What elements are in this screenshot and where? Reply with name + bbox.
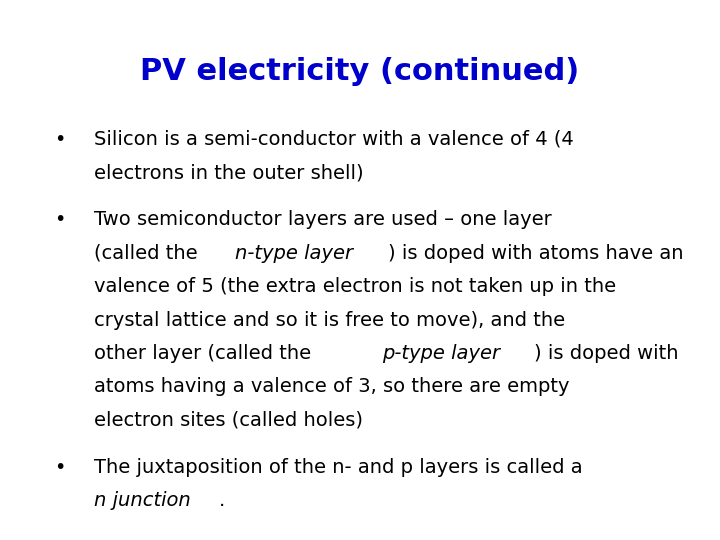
Text: Two semiconductor layers are used – one layer: Two semiconductor layers are used – one … xyxy=(94,210,552,229)
Text: Silicon is a semi-conductor with a valence of 4 (4: Silicon is a semi-conductor with a valen… xyxy=(94,130,573,148)
Text: •: • xyxy=(54,210,66,229)
Text: electron sites (called holes): electron sites (called holes) xyxy=(94,411,363,430)
Text: other layer (called the: other layer (called the xyxy=(94,344,317,363)
Text: ) is doped with atoms have an: ) is doped with atoms have an xyxy=(387,244,683,262)
Text: (called the: (called the xyxy=(94,244,204,262)
Text: n junction: n junction xyxy=(94,491,190,510)
Text: crystal lattice and so it is free to move), and the: crystal lattice and so it is free to mov… xyxy=(94,310,564,329)
Text: •: • xyxy=(54,130,66,148)
Text: electrons in the outer shell): electrons in the outer shell) xyxy=(94,163,363,182)
Text: •: • xyxy=(54,458,66,477)
Text: PV electricity (continued): PV electricity (continued) xyxy=(140,57,580,86)
Text: p-type layer: p-type layer xyxy=(382,344,500,363)
Text: The juxtaposition of the n- and p layers is called a: The juxtaposition of the n- and p layers… xyxy=(94,458,588,477)
Text: n-type layer: n-type layer xyxy=(235,244,354,262)
Text: valence of 5 (the extra electron is not taken up in the: valence of 5 (the extra electron is not … xyxy=(94,277,616,296)
Text: atoms having a valence of 3, so there are empty: atoms having a valence of 3, so there ar… xyxy=(94,377,569,396)
Text: .: . xyxy=(218,491,225,510)
Text: ) is doped with: ) is doped with xyxy=(534,344,678,363)
